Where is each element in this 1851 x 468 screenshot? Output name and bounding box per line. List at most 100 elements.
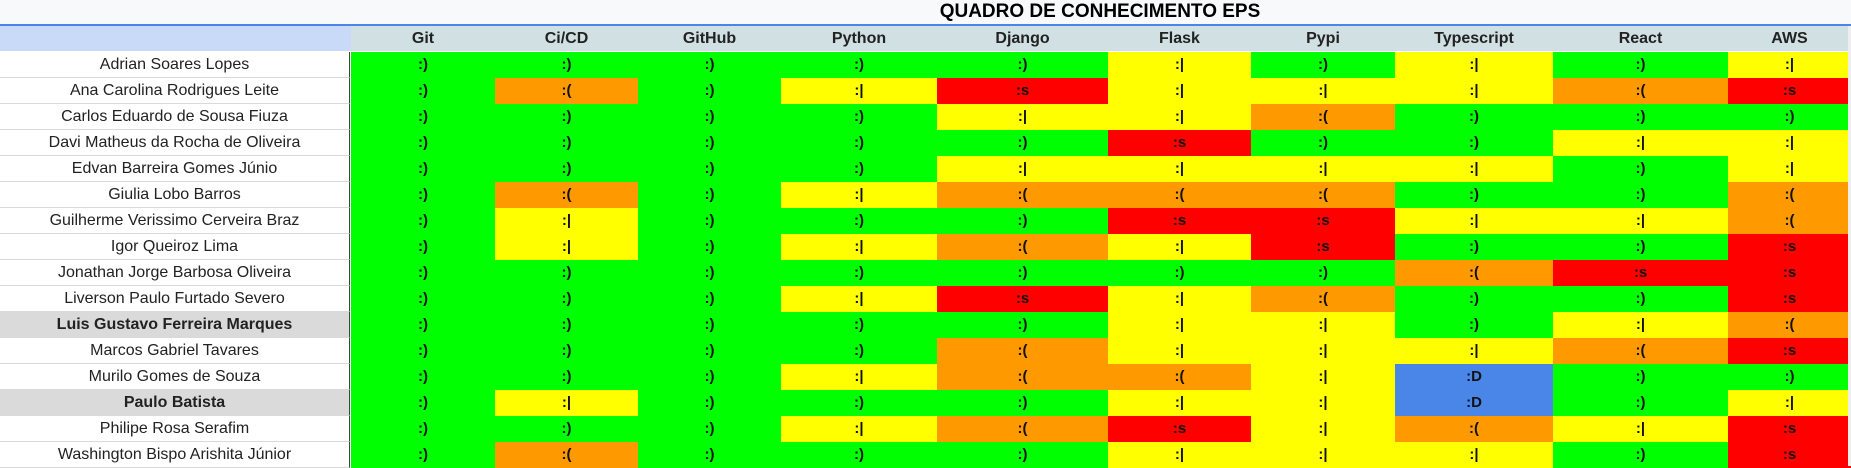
skill-cell[interactable]: :) — [351, 104, 495, 130]
skill-cell[interactable]: :( — [1251, 182, 1395, 208]
skill-cell[interactable]: :| — [495, 390, 638, 416]
skill-cell[interactable]: :) — [351, 78, 495, 104]
skill-cell[interactable]: :D — [1395, 390, 1553, 416]
skill-cell[interactable]: :) — [781, 104, 937, 130]
skill-cell[interactable]: :) — [638, 52, 781, 78]
skill-cell[interactable]: :) — [1395, 182, 1553, 208]
skill-cell[interactable]: :) — [638, 78, 781, 104]
skill-cell[interactable]: :) — [781, 208, 937, 234]
column-header-django[interactable]: Django — [937, 26, 1108, 51]
row-name-cell[interactable]: Washington Bispo Arishita Júnior — [0, 442, 350, 468]
skill-cell[interactable]: :s — [1728, 260, 1851, 286]
skill-cell[interactable]: :( — [495, 182, 638, 208]
skill-cell[interactable]: :| — [937, 104, 1108, 130]
skill-cell[interactable]: :| — [1395, 78, 1553, 104]
row-name-cell[interactable]: Davi Matheus da Rocha de Oliveira — [0, 130, 350, 156]
skill-cell[interactable]: :) — [351, 156, 495, 182]
skill-cell[interactable]: :| — [1108, 312, 1251, 338]
skill-cell[interactable]: :) — [1553, 390, 1728, 416]
row-name-cell[interactable]: Murilo Gomes de Souza — [0, 364, 350, 390]
skill-cell[interactable]: :| — [1553, 208, 1728, 234]
skill-cell[interactable]: :( — [1553, 78, 1728, 104]
name-column-header[interactable] — [0, 26, 352, 51]
skill-cell[interactable]: :( — [1108, 182, 1251, 208]
skill-cell[interactable]: :| — [1395, 208, 1553, 234]
skill-cell[interactable]: :D — [1395, 364, 1553, 390]
skill-cell[interactable]: :) — [638, 416, 781, 442]
skill-cell[interactable]: :) — [351, 52, 495, 78]
skill-cell[interactable]: :) — [638, 208, 781, 234]
column-header-flask[interactable]: Flask — [1108, 26, 1251, 51]
skill-cell[interactable]: :) — [937, 312, 1108, 338]
row-name-cell[interactable]: Adrian Soares Lopes — [0, 52, 350, 78]
skill-cell[interactable]: :| — [1395, 156, 1553, 182]
column-header-typescript[interactable]: Typescript — [1395, 26, 1553, 51]
skill-cell[interactable]: :) — [351, 442, 495, 468]
skill-cell[interactable]: :| — [781, 416, 937, 442]
skill-cell[interactable]: :| — [1251, 442, 1395, 468]
skill-cell[interactable]: :) — [1395, 104, 1553, 130]
skill-cell[interactable]: :( — [495, 442, 638, 468]
skill-cell[interactable]: :| — [1108, 156, 1251, 182]
skill-cell[interactable]: :s — [1108, 130, 1251, 156]
skill-cell[interactable]: :( — [937, 182, 1108, 208]
skill-cell[interactable]: :s — [937, 78, 1108, 104]
row-name-cell[interactable]: Marcos Gabriel Tavares — [0, 338, 350, 364]
skill-cell[interactable]: :) — [1728, 364, 1851, 390]
skill-cell[interactable]: :| — [1728, 52, 1851, 78]
skill-cell[interactable]: :| — [1395, 52, 1553, 78]
skill-cell[interactable]: :) — [781, 130, 937, 156]
skill-cell[interactable]: :) — [351, 338, 495, 364]
sheet-title[interactable]: QUADRO DE CONHECIMENTO EPS — [939, 1, 1261, 22]
skill-cell[interactable]: :s — [1728, 416, 1851, 442]
skill-cell[interactable]: :) — [638, 364, 781, 390]
skill-cell[interactable]: :) — [638, 156, 781, 182]
row-name-cell[interactable]: Philipe Rosa Serafim — [0, 416, 350, 442]
skill-cell[interactable]: :( — [1251, 104, 1395, 130]
skill-cell[interactable]: :) — [1395, 312, 1553, 338]
skill-cell[interactable]: :| — [1728, 130, 1851, 156]
skill-cell[interactable]: :) — [351, 416, 495, 442]
skill-cell[interactable]: :( — [495, 78, 638, 104]
skill-cell[interactable]: :( — [937, 364, 1108, 390]
skill-cell[interactable]: :) — [1553, 286, 1728, 312]
skill-cell[interactable]: :( — [1728, 312, 1851, 338]
skill-cell[interactable]: :( — [937, 416, 1108, 442]
skill-cell[interactable]: :) — [1553, 364, 1728, 390]
skill-cell[interactable]: :| — [781, 78, 937, 104]
skill-cell[interactable]: :) — [351, 286, 495, 312]
skill-cell[interactable]: :s — [1728, 442, 1851, 468]
skill-cell[interactable]: :( — [1395, 416, 1553, 442]
skill-cell[interactable]: :) — [937, 208, 1108, 234]
skill-cell[interactable]: :) — [937, 390, 1108, 416]
skill-cell[interactable]: :| — [1553, 312, 1728, 338]
skill-cell[interactable]: :) — [638, 286, 781, 312]
skill-cell[interactable]: :| — [1251, 416, 1395, 442]
skill-cell[interactable]: :) — [495, 312, 638, 338]
skill-cell[interactable]: :| — [1251, 390, 1395, 416]
skill-cell[interactable]: :) — [638, 312, 781, 338]
skill-cell[interactable]: :) — [351, 312, 495, 338]
skill-cell[interactable]: :) — [1553, 442, 1728, 468]
skill-cell[interactable]: :) — [781, 156, 937, 182]
column-header-pypi[interactable]: Pypi — [1251, 26, 1395, 51]
skill-cell[interactable]: :) — [1251, 130, 1395, 156]
column-header-git[interactable]: Git — [351, 26, 495, 51]
skill-cell[interactable]: :) — [1728, 104, 1851, 130]
skill-cell[interactable]: :) — [781, 338, 937, 364]
row-name-cell[interactable]: Carlos Eduardo de Sousa Fiuza — [0, 104, 350, 130]
skill-cell[interactable]: :) — [495, 416, 638, 442]
skill-cell[interactable]: :( — [1108, 364, 1251, 390]
skill-cell[interactable]: :| — [1251, 338, 1395, 364]
skill-cell[interactable]: :( — [1395, 260, 1553, 286]
skill-cell[interactable]: :| — [1553, 130, 1728, 156]
skill-cell[interactable]: :) — [937, 130, 1108, 156]
skill-cell[interactable]: :) — [495, 156, 638, 182]
skill-cell[interactable]: :| — [495, 234, 638, 260]
skill-cell[interactable]: :) — [351, 390, 495, 416]
skill-cell[interactable]: :| — [495, 208, 638, 234]
skill-cell[interactable]: :s — [1728, 338, 1851, 364]
skill-cell[interactable]: :) — [1553, 156, 1728, 182]
skill-cell[interactable]: :) — [1108, 260, 1251, 286]
skill-cell[interactable]: :) — [638, 442, 781, 468]
